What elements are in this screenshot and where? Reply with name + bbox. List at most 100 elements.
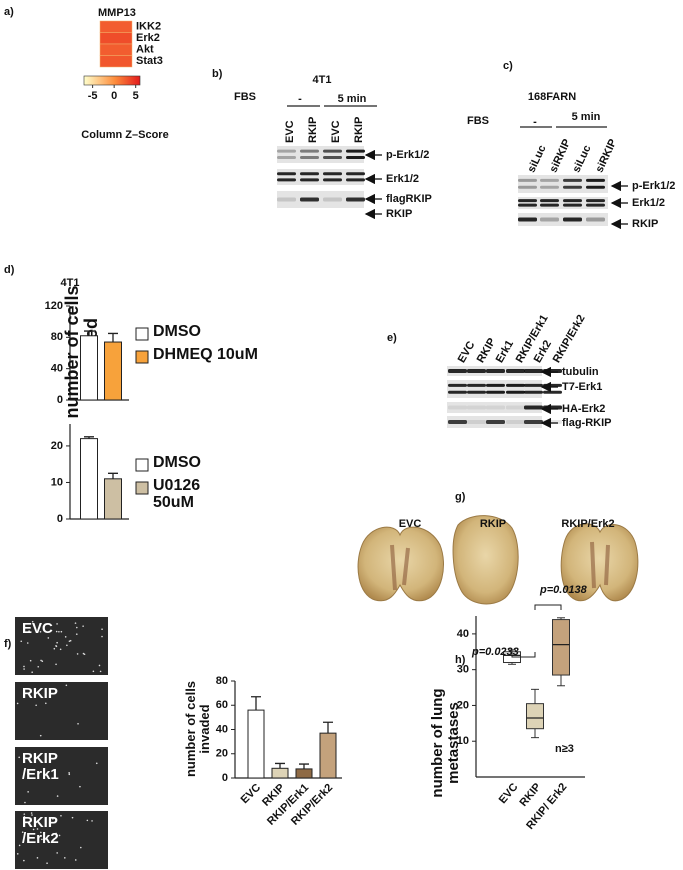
blot-band (540, 185, 559, 189)
annotation: n≥3 (555, 743, 574, 755)
colorbar-tick-label: 5 (133, 90, 139, 102)
legend-swatch (135, 350, 149, 364)
cell-dot (76, 653, 79, 655)
cell-dot (101, 628, 103, 631)
cell-dot (26, 631, 29, 633)
blot-band (277, 197, 296, 202)
band-label: T7-Erk1 (562, 381, 602, 393)
cell-dot (16, 702, 19, 705)
image-label: RKIP (480, 518, 506, 530)
blot-band (300, 178, 319, 182)
blot-band (300, 172, 319, 176)
cell-dot (36, 857, 39, 859)
blot-band (486, 369, 505, 373)
bar (319, 732, 337, 779)
y-axis-label: number of lung metastases (430, 688, 462, 798)
blot-band (586, 217, 605, 222)
y-tick-label: 30 (457, 664, 469, 676)
legend-label: DHMEQ 10uM (153, 347, 258, 363)
band-label: RKIP (632, 218, 658, 230)
y-axis-label-box: number of cells invaded (184, 680, 212, 778)
blot-band (486, 405, 505, 410)
cell-dot (68, 772, 70, 774)
panel-label: d) (4, 264, 15, 276)
cell-dot (76, 626, 78, 629)
blot-band (300, 156, 319, 160)
y-tick-label: 20 (51, 440, 63, 452)
blot-band (540, 217, 559, 222)
blot-band (586, 178, 605, 182)
error-bar (275, 762, 285, 769)
blot-band (524, 390, 543, 394)
legend-swatch (135, 327, 149, 341)
panel-label: h) (455, 654, 466, 666)
colorbar (83, 75, 141, 86)
cell-dot (29, 659, 32, 662)
cell-dot (69, 639, 72, 642)
blot-band (346, 172, 365, 176)
bar (80, 438, 98, 520)
lane-label: RKIP (353, 117, 365, 143)
cell-dot (55, 630, 58, 633)
blot-band (506, 383, 525, 387)
blot-band (540, 203, 559, 207)
cell-dot (91, 820, 93, 822)
y-axis-label: number of cells invaded (184, 680, 212, 778)
blot-band (448, 390, 467, 394)
cell-dot (68, 640, 71, 642)
image-label-box: RKIP /Erk1 (22, 751, 59, 783)
cell-dot (39, 630, 42, 633)
image-label: RKIP (22, 686, 58, 702)
colorbar-tick-label: 0 (111, 90, 117, 102)
panel-label: e) (387, 332, 397, 344)
image-label: RKIP /Erk1 (22, 751, 59, 783)
condition: - (298, 93, 302, 105)
cell-dot (55, 832, 57, 835)
heatmap-cell (99, 43, 133, 56)
y-tick-label: 40 (51, 363, 63, 375)
blot-band (467, 383, 486, 387)
blot-band (486, 383, 505, 387)
microscopy-image (15, 747, 108, 805)
blot-band (506, 390, 525, 394)
band-label: p-Erk1/2 (632, 180, 675, 192)
cell-dot (35, 704, 37, 707)
cell-dot (23, 668, 25, 670)
colorbar-label: Column Z–Score (81, 129, 168, 141)
image-label-box: RKIP (22, 686, 58, 702)
blot-band (277, 156, 296, 160)
cell-dot (56, 852, 58, 854)
cell-dot (27, 791, 29, 793)
cell-dot (40, 831, 42, 834)
panel-label: c) (503, 60, 513, 72)
blot-band (518, 203, 537, 207)
blot-strip (277, 191, 364, 208)
blot-band (323, 197, 342, 202)
band-label: flagRKIP (386, 193, 432, 205)
lane-label: EVC (456, 339, 478, 365)
row-label: IKK2 (136, 21, 161, 33)
cell-dot (74, 859, 77, 861)
microscopy-image (15, 682, 108, 740)
y-tick-label: 120 (45, 300, 63, 312)
x-tick-label: EVC (497, 781, 521, 806)
blot-band (506, 420, 525, 424)
blot-band (518, 199, 537, 203)
bar (295, 768, 313, 779)
blot-band (467, 420, 486, 424)
lung-image (452, 515, 519, 605)
cell-dot (82, 652, 85, 655)
bar (80, 335, 98, 401)
cell-dot (53, 647, 56, 650)
cell-dot (80, 846, 82, 849)
blot-band (486, 420, 505, 424)
blot-band (540, 178, 559, 182)
error-bar (323, 721, 333, 734)
blot-band (467, 390, 486, 394)
y-tick-label: 80 (51, 331, 63, 343)
cell-dot (58, 834, 61, 837)
panel-label: g) (455, 491, 466, 503)
cell-dot (23, 813, 26, 815)
lane-label: siLuc (570, 143, 593, 174)
blot-band (323, 156, 342, 160)
